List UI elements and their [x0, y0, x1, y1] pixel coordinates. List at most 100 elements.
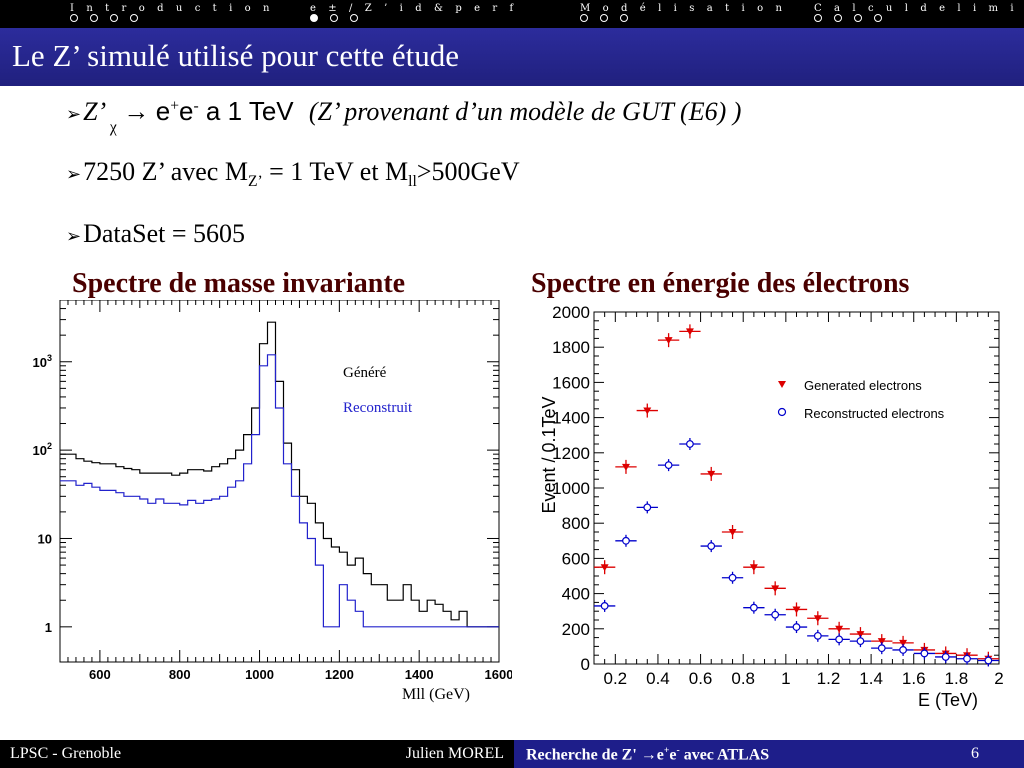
navigation-bar: I n t r o d u c t i o n e ± / Z ’ i d & … [0, 0, 1024, 28]
nav-section-title[interactable]: C a l c u l d e l i m i t e s [814, 3, 1024, 14]
bullet-arrow-icon: ➢ [66, 104, 82, 125]
nav-slide-dot[interactable] [814, 14, 822, 22]
y-tick-label: 10 [38, 531, 52, 546]
title-bar: Le Z’ simulé utilisé pour cette étude [0, 28, 1024, 86]
reconstructed-point [771, 610, 780, 619]
nav-slide-dot[interactable] [330, 14, 338, 22]
reconstructed-point [728, 573, 737, 582]
event-count-text: 7250 Z’ avec M [83, 157, 248, 186]
x-tick-label: 1.4 [859, 669, 883, 688]
footer-talk-title-panel: Recherche de Z' →e+e- avec ATLAS 6 [514, 740, 1024, 768]
electron-1: e [155, 96, 171, 126]
footer-author: Julien MOREL [405, 745, 504, 762]
x-tick-label: 0.8 [731, 669, 755, 688]
axis-ticks [59, 300, 500, 662]
reconstructed-histogram-line [60, 354, 499, 628]
y-tick-label: 1800 [552, 338, 590, 357]
x-tick-label: 1400 [405, 667, 434, 682]
nav-slide-dot[interactable] [310, 14, 318, 22]
reconstructed-point [600, 602, 609, 610]
x-tick-label: 0.2 [603, 669, 627, 688]
nav-slide-dot[interactable] [350, 14, 358, 22]
x-tick-label: 1000 [245, 667, 274, 682]
caption-mass-spectrum: Spectre de masse invariante [72, 268, 406, 299]
y-tick-label: 102 [33, 441, 52, 458]
generated-point [749, 564, 758, 572]
legend-generated-label: Généré [343, 365, 387, 381]
y-tick-labels: 0 200 400 600 800 1000 1200 1400 1600 1800 2000 [552, 303, 590, 674]
y-tick-label: 400 [562, 585, 590, 604]
generated-point [771, 585, 780, 593]
reconstructed-point [984, 656, 993, 665]
reconstructed-point [749, 603, 758, 612]
electron-energy-plot: 0 200 400 600 800 1000 1200 1400 1600 1800 2000 0.… [539, 303, 1004, 710]
generated-point [685, 328, 694, 336]
caption-energy-spectrum: Spectre en énergie des électrons [531, 268, 910, 299]
nav-slide-dot[interactable] [620, 14, 628, 22]
reconstructed-point [963, 654, 971, 663]
nav-slide-dot[interactable] [580, 14, 588, 22]
legend-reconstructed-marker [777, 407, 787, 417]
bullet-dataset: ➢DataSet = 5605 [66, 219, 245, 249]
mass-subscript-ll: ll [408, 173, 417, 191]
reconstructed-point [664, 461, 673, 470]
event-count-text-3: >500GeV [416, 157, 520, 186]
nav-section-title[interactable]: e ± / Z ’ i d & p e r f [310, 3, 518, 14]
x-tick-labels: 600 800 1000 1200 1400 1600 [89, 667, 512, 682]
y-tick-label: 1600 [552, 373, 590, 392]
footer-talk-e1: e [656, 746, 664, 764]
mass-subscript-z: Z’ [247, 173, 263, 191]
y-tick-labels: 1 10 102 103 [33, 353, 52, 635]
generated-point [664, 337, 673, 345]
x-tick-label: 0.4 [646, 669, 670, 688]
nav-section-title[interactable]: I n t r o d u c t i o n [70, 3, 275, 14]
reconstructed-point [643, 503, 652, 512]
y-tick-label: 200 [562, 620, 590, 639]
nav-slide-dot[interactable] [854, 14, 862, 22]
generated-point [707, 470, 716, 478]
reconstructed-point [686, 440, 694, 448]
legend-reconstructed-label: Reconstructed electrons [804, 406, 945, 421]
slide-title: Le Z’ simulé utilisé pour cette étude [12, 38, 460, 73]
x-tick-label: 0.6 [689, 669, 713, 688]
reconstructed-point [622, 536, 630, 545]
dataset-text: DataSet = 5605 [83, 219, 246, 248]
z-prime-symbol: Z’ [83, 97, 110, 126]
nav-slide-dot[interactable] [110, 14, 118, 22]
x-tick-label: 1.8 [945, 669, 969, 688]
generated-point [877, 638, 886, 646]
y-tick-label: 1 [45, 620, 52, 635]
x-tick-label: 1.2 [817, 669, 841, 688]
nav-slide-dot[interactable] [90, 14, 98, 22]
legend-generated-marker [778, 381, 786, 388]
x-tick-label: 1600 [485, 667, 512, 682]
x-tick-label: 1 [781, 669, 790, 688]
x-tick-label: 2 [994, 669, 1003, 688]
generated-histogram-line [60, 321, 499, 628]
footer-affiliation: LPSC - Grenoble [10, 745, 122, 762]
nav-slide-dot[interactable] [834, 14, 842, 22]
y-tick-label: 103 [33, 353, 52, 370]
x-axis-label: Mll (GeV) [402, 686, 470, 703]
y-tick-label: 0 [581, 655, 590, 674]
bullet-z-prime-decay: ➢Z’ χ → e+e- a 1 TeV (Z’ provenant d’un … [66, 96, 742, 136]
footer-talk-title-a: Recherche de Z' [526, 746, 641, 764]
nav-slide-dot[interactable] [874, 14, 882, 22]
nav-slide-dot[interactable] [130, 14, 138, 22]
legend-generated-label: Generated electrons [804, 378, 922, 393]
mass-text: a 1 TeV [198, 96, 301, 126]
event-count-text-2: = 1 TeV et M [262, 157, 409, 186]
reconstructed-point [877, 644, 886, 653]
nav-slide-dot[interactable] [70, 14, 78, 22]
x-tick-label: 1200 [325, 667, 354, 682]
generated-point [600, 564, 609, 572]
gut-note: (Z’ provenant d’un modèle de GUT (E6) ) [308, 97, 742, 126]
legend-reconstructed-label: Reconstruit [343, 400, 413, 416]
nav-slide-dot[interactable] [600, 14, 608, 22]
nav-section-title[interactable]: M o d é l i s a t i o n [580, 3, 787, 14]
footer-talk-e2: e [669, 746, 677, 764]
electron-2-charge: - [193, 97, 199, 115]
generated-point [899, 639, 908, 647]
y-tick-label: 1200 [552, 444, 590, 463]
